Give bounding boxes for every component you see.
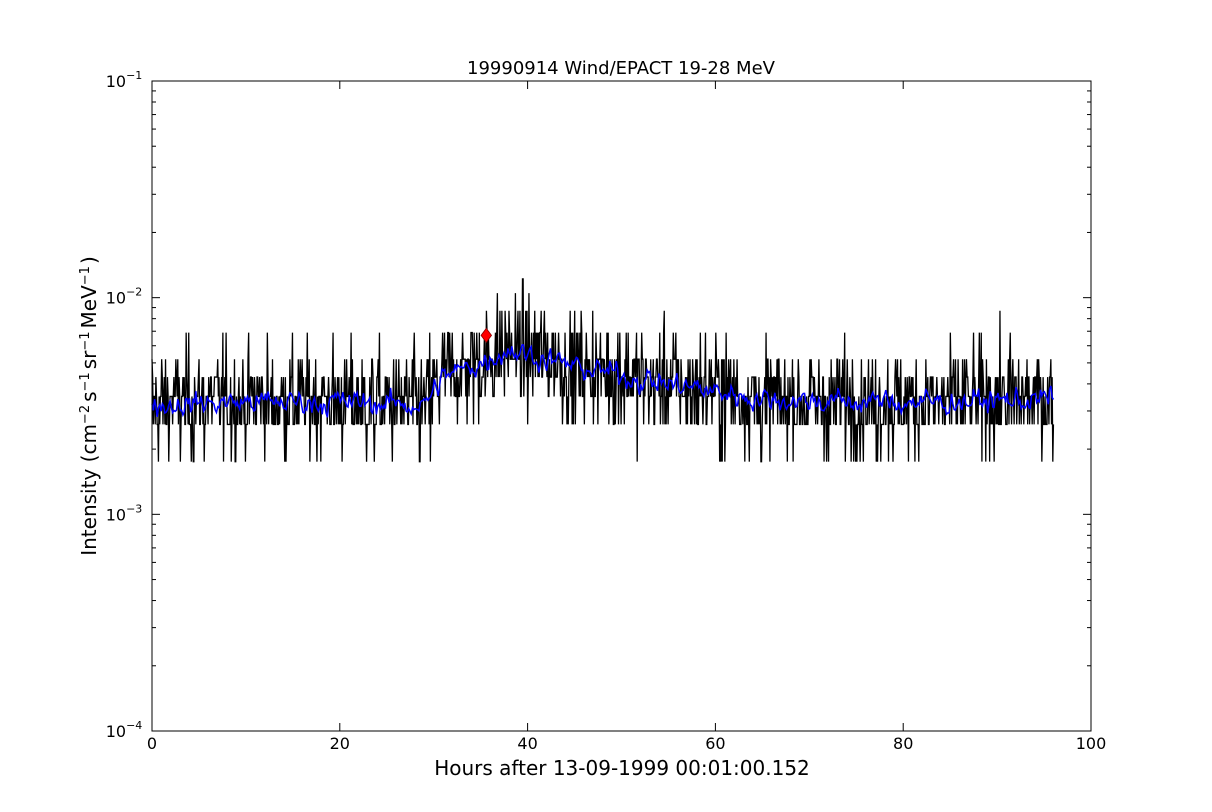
y-tick-labels: 10−4 10−3 10−2 10−1 [106,69,143,741]
axis-ticks [151,80,1092,732]
x-tick-label: 20 [330,734,350,753]
x-tick-labels: 0 20 40 60 80 100 [147,734,1106,753]
x-tick-label: 80 [893,734,913,753]
plot-data [151,278,1055,463]
x-axis-label: Hours after 13-09-1999 00:01:00.152 [434,756,810,780]
y-axis-label: Intensity (cm−2s−1sr−1MeV−1) [77,256,101,556]
x-tick-label: 0 [147,734,157,753]
y-tick-label: 10−4 [106,719,143,741]
y-tick-label: 10−1 [106,69,143,91]
smoothed-intensity-line [151,344,1055,418]
chart-title: 19990914 Wind/EPACT 19-28 MeV [467,58,776,79]
raw-intensity-line [151,278,1055,463]
x-tick-label: 40 [517,734,537,753]
x-tick-label: 60 [705,734,725,753]
plot-frame [151,80,1092,732]
onset-marker [480,327,493,344]
x-tick-label: 100 [1076,734,1107,753]
y-tick-label: 10−2 [106,286,143,308]
y-tick-label: 10−3 [106,502,143,524]
